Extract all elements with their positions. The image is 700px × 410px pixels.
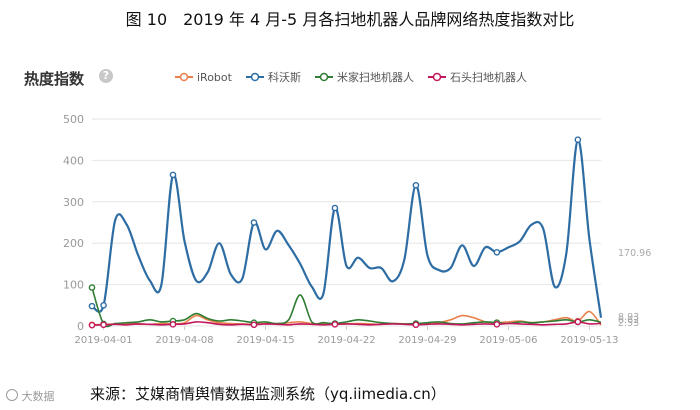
y-tick-label: 200 (63, 237, 84, 250)
y-tick-label: 100 (63, 279, 84, 292)
chart-heading: 热度指数 (24, 70, 85, 88)
y-tick-label: 300 (63, 196, 84, 209)
x-tick-label: 2019-04-08 (155, 335, 213, 346)
data-point-kewosi (331, 204, 339, 212)
data-point-kewosi (100, 301, 107, 309)
legend-marker-mijia (314, 72, 333, 82)
watermark-text: 大数据 (21, 390, 55, 403)
legend-item-mijia[interactable]: 米家扫地机器人 (314, 69, 414, 85)
data-point-kewosi (169, 171, 177, 179)
y-tick-label: 0 (77, 320, 84, 333)
data-point-kewosi (574, 136, 582, 143)
legend-marker-kewosi (245, 72, 264, 82)
data-point-shitou (331, 321, 339, 328)
series-line-kewosi (91, 138, 603, 318)
x-tick-label: 2019-04-29 (398, 335, 456, 346)
source-note: 来源：艾媒商情舆情数据监测系统（yq.iimedia.cn） (90, 385, 446, 403)
legend-item-shitou[interactable]: 石头扫地机器人 (427, 69, 527, 85)
data-point-mijia (88, 284, 96, 291)
data-point-kewosi (412, 181, 420, 189)
legend-marker-irobot (175, 72, 193, 82)
end-value-label: 2.53 (618, 318, 639, 329)
data-point-shitou (88, 321, 96, 329)
legend-item-kewosi[interactable]: 科沃斯 (245, 69, 301, 85)
series-line-shitou (91, 321, 602, 326)
data-point-shitou (574, 318, 582, 326)
end-value-label: 6.62 (618, 315, 639, 326)
legend: iRobot 科沃斯 米家扫地机器人 石头扫地机器人 (175, 69, 541, 85)
y-tick-label: 400 (63, 154, 84, 167)
end-value-label: 170.96 (618, 248, 651, 259)
x-tick-label: 2019-04-22 (317, 335, 375, 346)
data-point-shitou (250, 321, 258, 329)
data-point-kewosi (250, 219, 258, 226)
x-tick-label: 2019-04-01 (75, 335, 133, 346)
data-point-shitou (493, 321, 501, 328)
legend-label-mijia: 米家扫地机器人 (336, 71, 414, 84)
watermark: 大数据 (6, 388, 55, 404)
x-tick-label: 2019-05-13 (560, 335, 618, 346)
y-tick-label: 500 (63, 113, 84, 126)
data-point-shitou (412, 321, 420, 329)
legend-item-irobot[interactable]: iRobot (175, 71, 232, 84)
x-tick-label: 2019-04-15 (236, 335, 294, 346)
end-value-label: 8.93 (618, 312, 639, 323)
data-point-kewosi (493, 249, 501, 256)
legend-label-shitou: 石头扫地机器人 (449, 71, 527, 84)
data-point-shitou (100, 321, 107, 329)
figure-title: 图 10 2019 年 4 月-5 月各扫地机器人品牌网络热度指数对比 (125, 10, 575, 29)
series-line-irobot (91, 310, 602, 326)
data-point-shitou (169, 321, 177, 328)
help-icon[interactable]: ? (99, 69, 113, 83)
legend-label-kewosi: 科沃斯 (267, 71, 301, 84)
series-line-mijia (91, 287, 602, 328)
legend-label-irobot: iRobot (197, 70, 232, 84)
x-tick-label: 2019-05-06 (479, 335, 537, 346)
data-point-kewosi (88, 302, 96, 310)
legend-marker-shitou (427, 72, 446, 82)
watermark-logo-icon (6, 389, 18, 401)
